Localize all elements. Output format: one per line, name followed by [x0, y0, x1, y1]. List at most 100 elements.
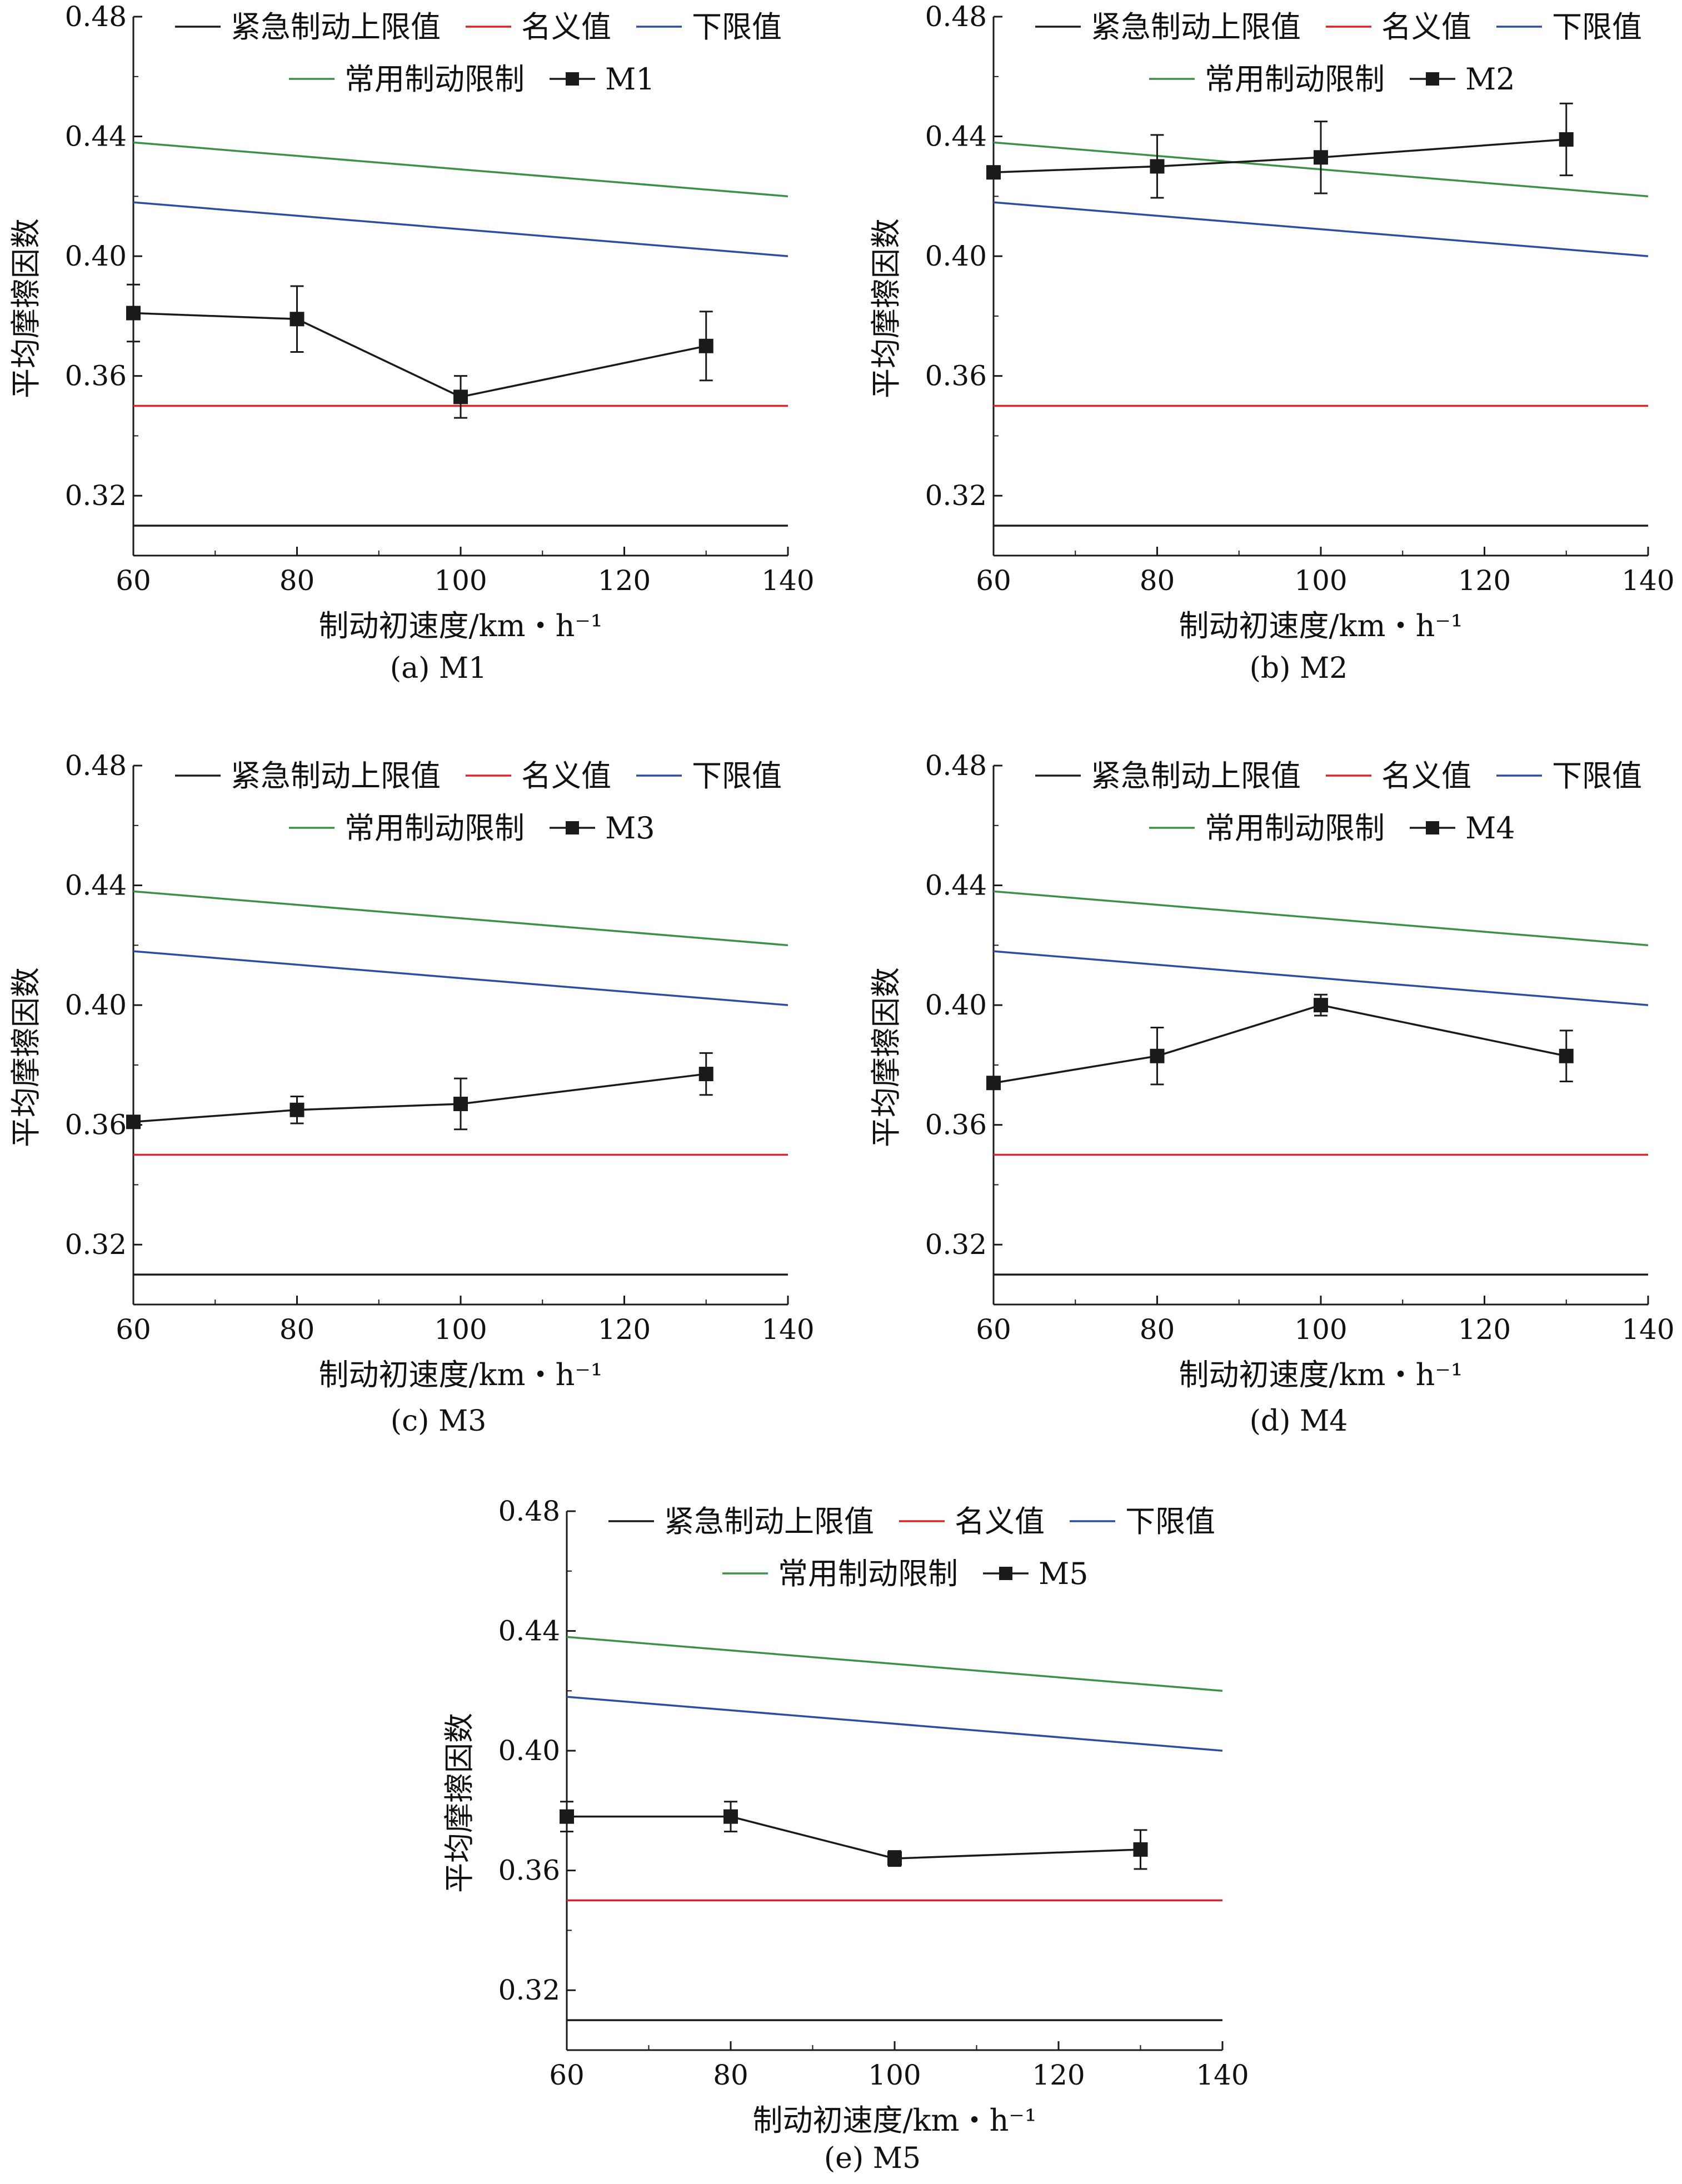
y-tick-label: 0.48 [925, 749, 987, 782]
data-point-marker [453, 1096, 468, 1111]
legend-marker [1426, 821, 1439, 834]
chart-panel-m4: 60 80 100 120 140 0.32 0.36 0.40 0.44 0.48 制动初速度/k… [869, 749, 1675, 1438]
x-tick-label: 60 [116, 564, 151, 597]
x-tick-label: 120 [1458, 1313, 1511, 1346]
reference-line-4 [993, 890, 1649, 947]
y-tick-label: 0.48 [65, 1, 127, 33]
x-tick-label: 60 [549, 2059, 585, 2091]
legend-label: 名义值 [1381, 9, 1471, 44]
y-tick-label: 0.32 [65, 1228, 127, 1261]
y-tick-label: 0.40 [65, 240, 127, 272]
reference-line-4 [133, 890, 788, 947]
legend-label: 紧急制动上限值 [231, 758, 441, 793]
legend-label: 紧急制动上限值 [664, 1504, 874, 1539]
legend-label: 紧急制动上限值 [1091, 758, 1301, 793]
x-tick-label: 80 [713, 2059, 748, 2091]
y-tick-label: 0.40 [925, 240, 987, 272]
data-point-marker [1314, 150, 1328, 165]
x-tick-label: 80 [279, 1313, 315, 1346]
y-tick-label: 0.44 [925, 121, 987, 153]
series-line-m3 [133, 1073, 706, 1123]
data-point-marker [1559, 1048, 1574, 1063]
y-tick-label: 0.44 [925, 869, 987, 902]
data-point-marker [1559, 132, 1574, 147]
data-point-marker [1133, 1842, 1148, 1857]
reference-line-4 [133, 141, 788, 198]
data-point-marker [698, 338, 713, 353]
x-tick-label: 140 [761, 1313, 814, 1346]
legend-label: 常用制动限制 [345, 811, 525, 846]
legend-label: 常用制动限制 [345, 62, 525, 97]
chart-panel-m1: 60 80 100 120 140 0.32 0.36 0.40 0.44 0.48 制动初速度/k… [8, 1, 815, 685]
x-tick-label: 100 [434, 1313, 487, 1346]
panel-caption: (c) M3 [391, 1405, 487, 1438]
x-tick-label: 140 [1621, 1313, 1674, 1346]
legend-label: 名义值 [521, 758, 611, 793]
y-tick-label: 0.36 [498, 1855, 560, 1887]
y-tick-label: 0.48 [498, 1495, 560, 1527]
x-tick-label: 80 [1140, 564, 1175, 597]
legend-label: 下限值 [1552, 758, 1642, 793]
y-tick-label: 0.44 [65, 121, 127, 153]
y-tick-label: 0.40 [498, 1735, 560, 1767]
x-tick-label: 60 [976, 1313, 1011, 1346]
x-axis-title: 制动初速度/km・h⁻¹ [1179, 1357, 1463, 1392]
x-axis-title: 制动初速度/km・h⁻¹ [318, 1357, 602, 1392]
chart-panel-m5: 60 80 100 120 140 0.32 0.36 0.40 0.44 0.48 制动初速度/k… [442, 1495, 1249, 2175]
x-axis-title: 制动初速度/km・h⁻¹ [1179, 608, 1463, 643]
legend-label: 紧急制动上限值 [1091, 9, 1301, 44]
reference-line-4 [566, 1636, 1223, 1692]
data-point-marker [126, 306, 141, 321]
legend-label: 常用制动限制 [1205, 62, 1385, 97]
legend-label: 常用制动限制 [1205, 811, 1385, 846]
panel-caption: (a) M1 [390, 652, 487, 685]
x-tick-label: 60 [976, 564, 1011, 597]
y-tick-label: 0.32 [65, 479, 127, 512]
legend-label: M5 [1039, 1556, 1089, 1591]
data-point-marker [453, 389, 468, 404]
x-tick-label: 140 [761, 564, 814, 597]
legend-label: 名义值 [1381, 758, 1471, 793]
data-point-marker [1150, 1048, 1165, 1063]
x-tick-label: 120 [1458, 564, 1511, 597]
data-point-marker [986, 1076, 1001, 1091]
legend-label: 紧急制动上限值 [231, 9, 441, 44]
y-axis-title: 平均摩擦因数 [869, 967, 904, 1147]
legend-marker [566, 72, 579, 86]
y-axis-title: 平均摩擦因数 [442, 1713, 477, 1893]
x-tick-label: 140 [1621, 564, 1674, 597]
legend-label: 下限值 [692, 758, 782, 793]
data-point-marker [1314, 998, 1328, 1013]
legend-label: 下限值 [1552, 9, 1642, 44]
x-axis-title: 制动初速度/km・h⁻¹ [318, 608, 602, 643]
legend-label: 下限值 [1125, 1504, 1215, 1539]
legend-label: M3 [605, 811, 655, 846]
x-axis-title: 制动初速度/km・h⁻¹ [752, 2103, 1036, 2138]
data-point-marker [1150, 159, 1165, 174]
legend-marker [1426, 72, 1439, 86]
legend-label: M2 [1465, 62, 1515, 97]
series-line-m1 [133, 312, 707, 398]
y-tick-label: 0.48 [925, 1, 987, 33]
y-axis-title: 平均摩擦因数 [8, 967, 43, 1147]
y-tick-label: 0.32 [498, 1974, 560, 2006]
x-tick-label: 120 [1032, 2059, 1085, 2091]
y-tick-label: 0.48 [65, 749, 127, 782]
data-point-marker [290, 1102, 305, 1117]
legend-label: 名义值 [955, 1504, 1045, 1539]
x-tick-label: 100 [1294, 564, 1347, 597]
reference-line-3 [993, 201, 1649, 257]
y-tick-label: 0.44 [65, 869, 127, 902]
y-tick-label: 0.40 [65, 989, 127, 1021]
reference-line-3 [133, 201, 788, 257]
reference-line-3 [993, 950, 1649, 1006]
x-tick-label: 80 [1140, 1313, 1175, 1346]
y-tick-label: 0.44 [498, 1615, 560, 1647]
x-tick-label: 80 [279, 564, 315, 597]
x-tick-label: 100 [1294, 1313, 1347, 1346]
x-tick-label: 100 [868, 2059, 921, 2091]
legend-label: 下限值 [692, 9, 782, 44]
data-point-marker [126, 1115, 141, 1130]
